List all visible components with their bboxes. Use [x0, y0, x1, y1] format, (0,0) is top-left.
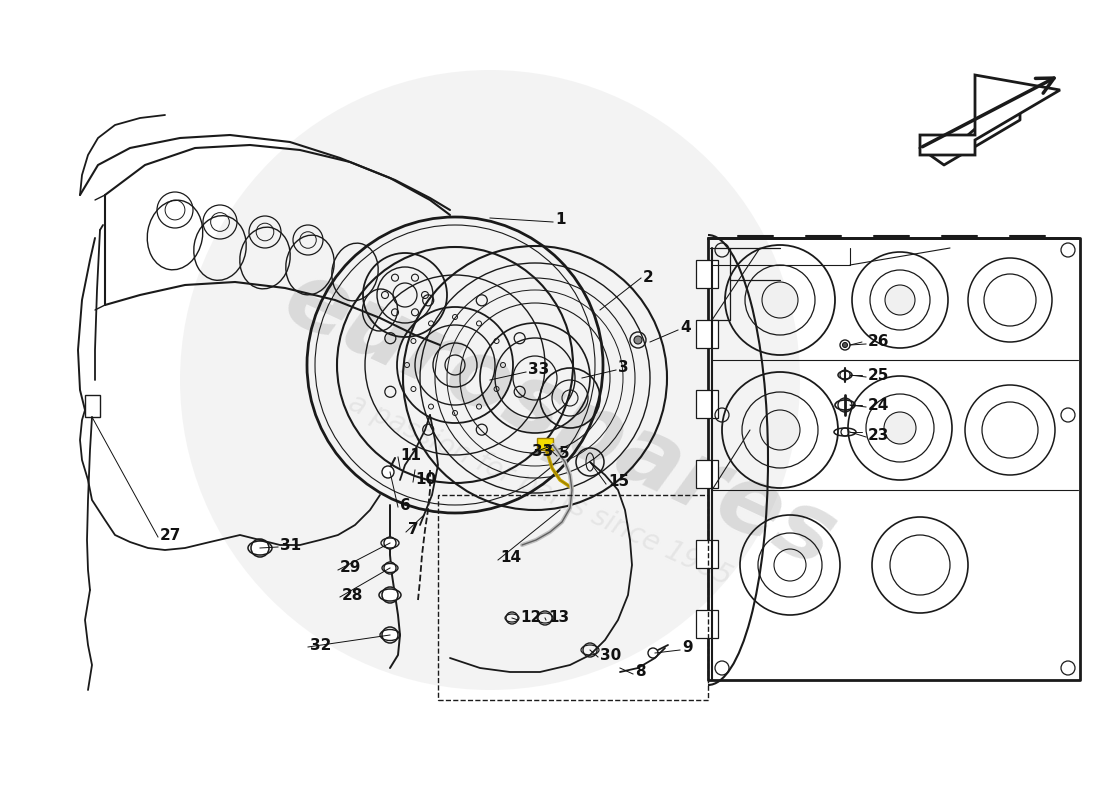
Circle shape — [382, 466, 394, 478]
Text: 33: 33 — [532, 445, 553, 459]
Text: a passion for parts since 1985: a passion for parts since 1985 — [344, 389, 736, 591]
Circle shape — [886, 285, 915, 315]
Bar — [696, 320, 718, 348]
Text: 10: 10 — [415, 473, 436, 487]
Text: 13: 13 — [548, 610, 569, 626]
Circle shape — [843, 342, 847, 347]
Text: 9: 9 — [682, 641, 693, 655]
Text: 30: 30 — [600, 647, 621, 662]
Text: 29: 29 — [340, 561, 362, 575]
Text: 27: 27 — [160, 527, 182, 542]
Text: 15: 15 — [608, 474, 629, 490]
Text: 33: 33 — [528, 362, 549, 378]
Text: 12: 12 — [520, 610, 541, 626]
Bar — [85, 395, 100, 417]
Text: 3: 3 — [618, 361, 628, 375]
Bar — [696, 610, 718, 638]
Bar — [696, 260, 718, 288]
Text: 1: 1 — [556, 213, 565, 227]
Text: 4: 4 — [680, 321, 691, 335]
Text: 14: 14 — [500, 550, 521, 566]
Circle shape — [634, 336, 642, 344]
Polygon shape — [920, 75, 1060, 155]
Text: 25: 25 — [868, 367, 890, 382]
Text: 5: 5 — [559, 446, 570, 462]
Bar — [696, 540, 718, 568]
Bar — [696, 460, 718, 488]
Circle shape — [648, 648, 658, 658]
Text: eurospares: eurospares — [270, 252, 850, 588]
Circle shape — [840, 340, 850, 350]
Bar — [537, 438, 553, 450]
Bar — [438, 495, 708, 700]
Circle shape — [760, 410, 800, 450]
Circle shape — [762, 282, 798, 318]
Bar — [696, 390, 718, 418]
Text: 32: 32 — [310, 638, 331, 653]
Text: 2: 2 — [644, 270, 653, 286]
Circle shape — [384, 562, 396, 574]
Text: 8: 8 — [635, 665, 646, 679]
Text: 7: 7 — [408, 522, 419, 538]
Text: 23: 23 — [868, 427, 890, 442]
Text: 6: 6 — [400, 498, 410, 513]
Text: 28: 28 — [342, 587, 363, 602]
Text: 31: 31 — [280, 538, 301, 553]
Circle shape — [251, 539, 270, 557]
Text: 11: 11 — [400, 447, 421, 462]
Text: 26: 26 — [868, 334, 890, 350]
Text: 24: 24 — [868, 398, 890, 413]
Circle shape — [382, 587, 398, 603]
Circle shape — [180, 70, 800, 690]
Circle shape — [884, 412, 916, 444]
Circle shape — [382, 627, 398, 643]
Circle shape — [384, 537, 396, 549]
